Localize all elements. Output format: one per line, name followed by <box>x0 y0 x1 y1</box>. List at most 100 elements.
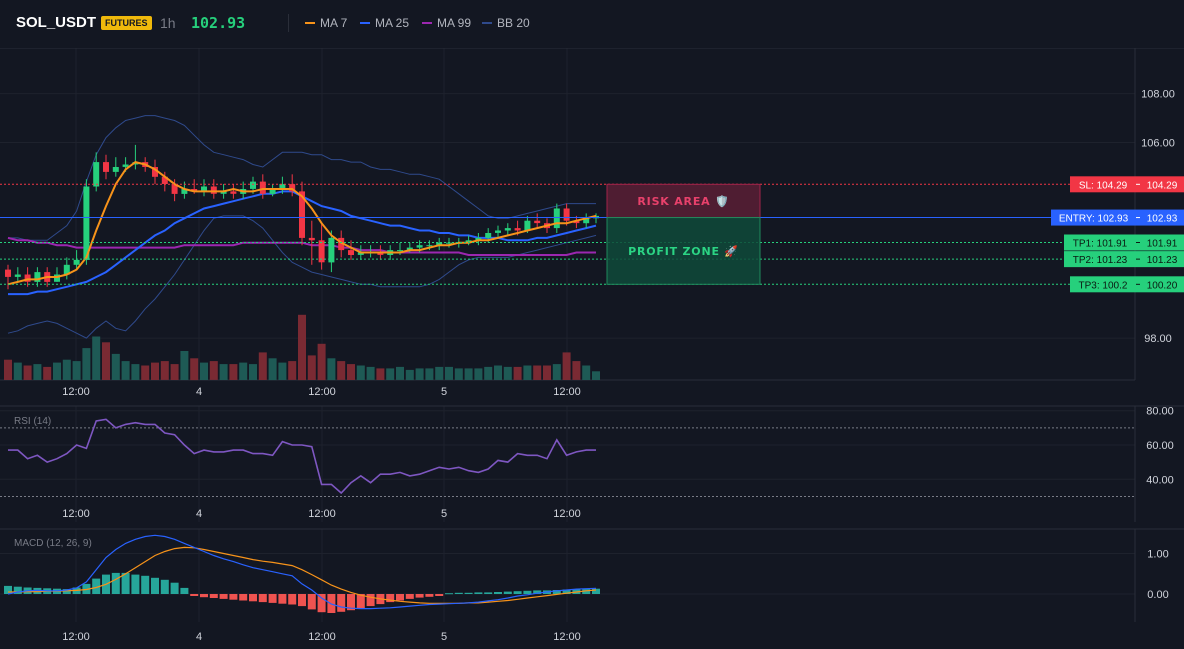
candle-body <box>191 189 198 192</box>
volume-bar <box>209 361 218 380</box>
candle[interactable] <box>563 203 570 226</box>
legend-ma7[interactable]: MA 7 <box>305 16 347 30</box>
candle[interactable] <box>54 267 60 282</box>
legend-bb20[interactable]: BB 20 <box>482 16 530 30</box>
tp2-tag[interactable]: TP2: 101.23 101.23 <box>1064 251 1184 268</box>
candle-body <box>357 252 364 255</box>
candle[interactable] <box>210 179 217 199</box>
price-axis-tick: 106.00 <box>1141 138 1175 150</box>
candle[interactable] <box>152 159 158 185</box>
candle[interactable] <box>318 223 325 270</box>
candle-body <box>328 237 335 263</box>
candle[interactable] <box>504 223 511 236</box>
candle[interactable] <box>308 220 315 265</box>
volume-bars <box>4 314 600 381</box>
candle-body <box>210 186 217 194</box>
candle[interactable] <box>475 233 482 246</box>
price-axis-tick: 98.00 <box>1144 333 1172 345</box>
candle[interactable] <box>73 250 80 270</box>
candle[interactable] <box>5 264 11 290</box>
macd-hist-bar <box>258 594 267 603</box>
volume-bar <box>33 364 42 380</box>
volume-bar <box>131 364 140 380</box>
candle[interactable] <box>201 179 207 197</box>
entry-tag-label-bg <box>1051 209 1136 226</box>
profit-zone[interactable] <box>606 217 761 285</box>
macd-hist-bar <box>445 593 453 595</box>
tp1-tag-label: TP1: 101.91 <box>1073 239 1128 250</box>
candle-body <box>504 228 511 231</box>
macd-hist-bar <box>484 592 493 594</box>
legend-ma99[interactable]: MA 99 <box>422 16 471 30</box>
volume-bar <box>317 343 326 381</box>
candle-body <box>112 167 119 172</box>
candle[interactable] <box>259 174 266 199</box>
time-axis-tick: 12:00 <box>62 631 90 643</box>
volume-bar <box>533 365 542 380</box>
tp1-tag[interactable]: TP1: 101.91 101.91 <box>1064 234 1184 251</box>
legend-ma25-label: MA 25 <box>375 16 410 30</box>
candle[interactable] <box>289 174 296 197</box>
volume-bar <box>111 353 120 380</box>
macd-hist-bar <box>562 589 571 594</box>
candle[interactable] <box>103 154 109 180</box>
rsi-axis-tick: 80.00 <box>1146 406 1174 418</box>
candle-body <box>553 208 560 229</box>
volume-bar <box>474 368 483 380</box>
candle-body <box>338 237 345 251</box>
candle[interactable] <box>14 267 21 282</box>
candle[interactable] <box>436 237 443 251</box>
candle-body <box>93 162 100 187</box>
tp3-tag[interactable]: TP3: 100.2 100.20 <box>1070 276 1184 293</box>
macd-hist-bar <box>288 594 297 605</box>
candle-body <box>161 176 168 184</box>
candle[interactable] <box>93 152 100 192</box>
risk-area[interactable] <box>606 183 761 219</box>
macd-signal-line <box>8 546 597 604</box>
candle[interactable] <box>24 267 31 287</box>
candle-body <box>5 269 11 277</box>
candle[interactable] <box>269 184 276 197</box>
macd-hist-bar <box>405 594 414 599</box>
candle[interactable] <box>112 157 119 177</box>
volume-bar <box>151 362 159 380</box>
candle[interactable] <box>338 230 345 258</box>
volume-bar <box>347 364 355 380</box>
candle[interactable] <box>328 230 335 273</box>
macd-axis-tick: 0.00 <box>1147 589 1168 601</box>
tp3-tag-value: 100.20 <box>1147 280 1178 291</box>
macd-hist-bar <box>425 594 434 597</box>
candle[interactable] <box>63 257 70 280</box>
symbol-name[interactable]: SOL_USDT <box>16 14 97 31</box>
tp1-tag-value-bg <box>1136 234 1184 251</box>
candle[interactable] <box>230 184 237 199</box>
candle[interactable] <box>299 181 305 246</box>
volume-bar <box>268 358 277 381</box>
candle[interactable] <box>161 171 168 192</box>
volume-bar <box>102 342 110 380</box>
candle[interactable] <box>83 179 90 265</box>
candle[interactable] <box>534 213 541 229</box>
volume-bar <box>445 366 453 380</box>
candle[interactable] <box>553 203 560 233</box>
sl-tag-label: SL: 104.29 <box>1079 180 1128 191</box>
risk-area-label: RISK AREA 🛡️ <box>637 195 729 208</box>
candle[interactable] <box>495 225 501 238</box>
candle[interactable] <box>348 240 354 260</box>
candle[interactable] <box>583 213 590 229</box>
candle[interactable] <box>34 267 41 287</box>
volume-bar <box>72 361 81 380</box>
legend-ma25[interactable]: MA 25 <box>360 16 409 30</box>
entry-tag[interactable]: ENTRY: 102.93 102.93 <box>1051 209 1184 226</box>
volume-bar <box>82 348 91 380</box>
interval-selector[interactable]: 1h <box>160 15 176 31</box>
sl-tag[interactable]: SL: 104.29 104.29 <box>1070 176 1184 193</box>
candle-body <box>495 230 501 233</box>
candle-body <box>377 252 384 255</box>
candle[interactable] <box>279 176 286 194</box>
ma7-line <box>7 161 597 286</box>
volume-bar <box>494 365 502 380</box>
candle-body <box>524 220 531 231</box>
bb-upper-line <box>8 115 596 241</box>
